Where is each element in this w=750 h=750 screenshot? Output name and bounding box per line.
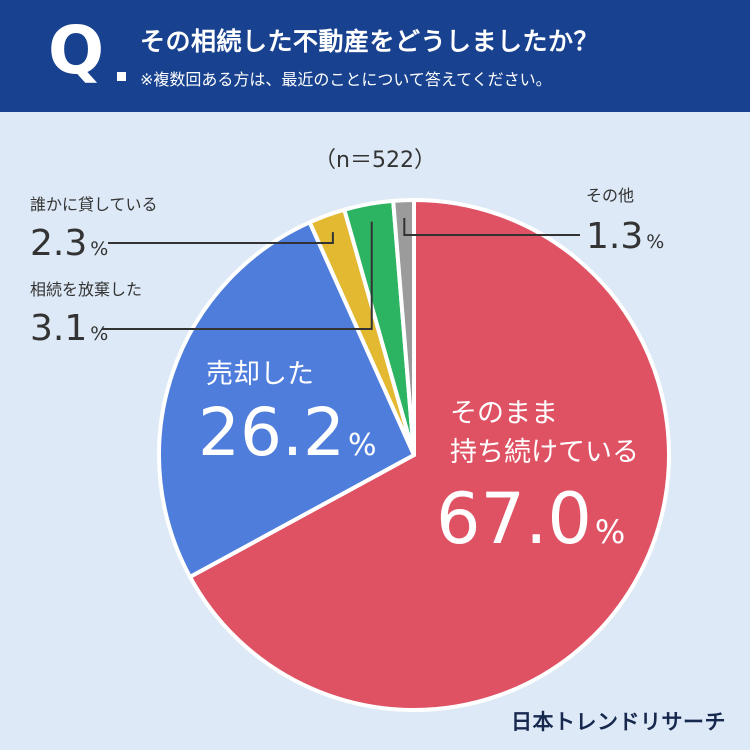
q-mark: Q (48, 12, 105, 89)
slice-value-sell: 26.2% (198, 394, 376, 471)
sample-size-label: （n＝522） (314, 148, 436, 173)
slice-label-keep-line1: そのまま (450, 398, 558, 429)
outside-label-other: その他 (586, 186, 634, 205)
brand-logo: 日本トレンドリサーチ (511, 710, 726, 734)
slice-label-keep-line2: 持ち続けている (450, 437, 639, 468)
outside-label-lend: 誰かに貸している (30, 195, 158, 214)
slice-value-keep: 67.0% (436, 478, 625, 560)
outside-value-abandon: 3.1% (30, 308, 108, 349)
outside-value-lend: 2.3% (30, 223, 108, 264)
pie-slice-keep (188, 198, 671, 712)
question-header: Q その相続した不動産をどうしましたか？ ※複数回ある方は、最近のことについて答… (0, 0, 750, 112)
question-note: ※複数回ある方は、最近のことについて答えてください。 (140, 70, 552, 89)
outside-label-abandon: 相続を放棄した (30, 280, 142, 299)
question-title: その相続した不動産をどうしましたか？ (140, 27, 600, 56)
leader-line-other (403, 218, 580, 236)
slice-label-sell: 売却した (206, 359, 314, 390)
leader-line-lend (108, 232, 334, 244)
q-mark-dot (117, 72, 126, 81)
pie-slice-other (391, 198, 416, 457)
pie-slice-sell (157, 220, 416, 579)
leader-line-abandon (102, 221, 373, 330)
outside-value-other: 1.3% (586, 216, 664, 257)
